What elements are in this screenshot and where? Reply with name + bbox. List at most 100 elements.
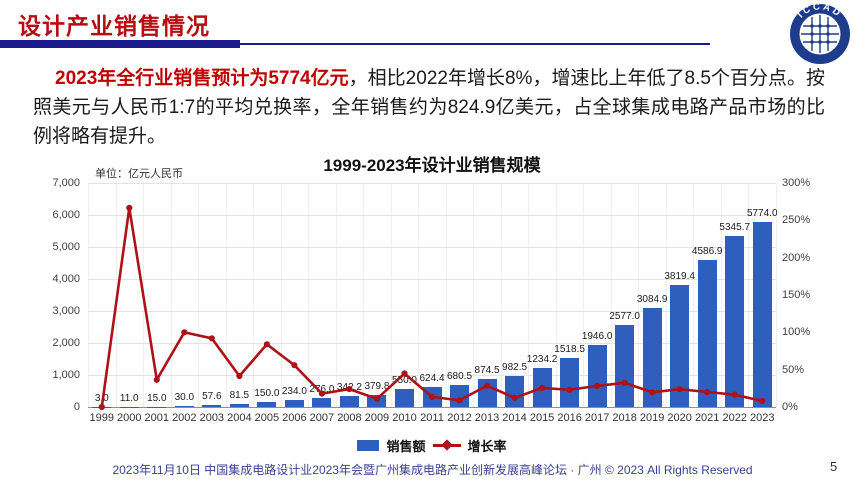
right-axis-tick: 300%	[782, 177, 811, 189]
diamond-marker-icon	[440, 439, 453, 451]
x-axis-tick: 2023	[749, 412, 775, 424]
gridline-vertical	[776, 183, 777, 407]
bar-value-label: 550.0	[391, 375, 417, 387]
bar-value-label: 3819.4	[664, 270, 695, 282]
gridline-vertical	[280, 183, 282, 407]
bar-value-label: 81.5	[229, 390, 250, 402]
gridline-horizontal	[88, 279, 776, 280]
x-axis-tick: 2005	[254, 412, 280, 424]
gridline-vertical	[445, 183, 447, 407]
gridline-horizontal	[88, 375, 776, 376]
gridline-vertical	[638, 183, 640, 407]
gridline-vertical	[225, 183, 227, 407]
left-axis-tick: 3,000	[52, 305, 80, 317]
right-axis-tick: 150%	[782, 289, 811, 301]
line-point-marker	[126, 204, 133, 211]
bar-2007	[312, 398, 332, 407]
line-point-marker	[153, 376, 160, 383]
x-axis-tick: 2003	[199, 412, 225, 424]
line-point-marker	[759, 397, 766, 405]
left-axis-tick: 7,000	[52, 177, 80, 189]
chart-unit-label: 单位：亿元人民币	[95, 168, 183, 180]
line-point-marker	[621, 379, 628, 386]
bar-2016	[560, 358, 580, 407]
bar-value-label: 15.0	[147, 392, 167, 404]
x-axis-tick: 2002	[172, 412, 197, 424]
gridline-vertical	[253, 183, 255, 407]
line-point-marker	[98, 403, 105, 411]
gridline-vertical	[528, 183, 530, 407]
bar-2020	[670, 284, 690, 407]
bar-2012	[450, 385, 470, 407]
x-axis-tick: 2022	[722, 412, 747, 424]
sales-legend-label: 销售额	[386, 439, 426, 454]
right-axis-tick: 250%	[782, 214, 811, 227]
chart-legend: 销售额 增长率	[88, 436, 776, 455]
gridline-horizontal	[88, 215, 776, 216]
x-axis-tick: 2021	[694, 412, 720, 424]
x-axis-tick: 2020	[667, 412, 692, 424]
x-axis-tick: 2001	[144, 412, 170, 424]
line-point-marker	[401, 370, 408, 377]
gridline-vertical	[610, 183, 612, 407]
gridline-vertical	[473, 183, 475, 407]
x-axis-tick: 2008	[337, 412, 362, 424]
x-axis-tick: 2011	[420, 412, 444, 424]
summary-paragraph: 2023年全行业销售预计为5774亿元，相比2022年增长8%，增速比上年低了8…	[33, 64, 825, 151]
bar-2013	[477, 379, 497, 407]
x-axis-tick: 2015	[529, 412, 555, 424]
gridline-vertical	[308, 183, 310, 407]
gridline-horizontal	[88, 407, 776, 408]
x-axis-tick: 2016	[557, 412, 582, 424]
bar-value-label: 5774.0	[746, 208, 778, 220]
line-point-marker	[649, 389, 656, 396]
growth-rate-line	[98, 204, 766, 411]
bar-value-label: 1946.0	[581, 330, 613, 342]
gridline-vertical	[335, 183, 337, 407]
bar-value-label: 5345.7	[719, 221, 751, 233]
line-point-marker	[594, 382, 601, 389]
x-axis-tick: 2000	[117, 412, 142, 424]
line-point-marker	[428, 393, 436, 400]
x-axis-tick: 2007	[309, 412, 335, 424]
right-axis-tick: 200%	[782, 251, 811, 264]
gridline-vertical	[720, 183, 722, 407]
growth-legend-marker	[432, 439, 461, 451]
bar-value-label: 150.0	[254, 388, 280, 400]
left-axis-tick: 5,000	[52, 241, 80, 253]
line-point-marker	[483, 382, 491, 389]
line-point-marker	[208, 335, 215, 342]
footer-text: 2023年11月10日 中国集成电路设计业2023年会暨广州集成电路产业创新发展…	[112, 463, 753, 477]
gridline-vertical	[390, 183, 392, 407]
x-axis-tick: 2004	[227, 412, 252, 424]
bar-2022	[725, 235, 745, 407]
bar-2002	[174, 406, 194, 407]
bar-2010	[394, 389, 414, 407]
bar-2023	[752, 222, 772, 407]
gridline-vertical	[555, 183, 557, 407]
gridline-vertical	[170, 183, 172, 407]
title-underline-thin	[240, 43, 710, 45]
gridline-vertical	[583, 183, 585, 407]
right-axis-tick: 0%	[782, 401, 798, 413]
x-axis-tick: 2014	[502, 412, 527, 424]
bar-2003	[202, 405, 222, 407]
gridline-horizontal	[88, 247, 776, 248]
left-axis-tick: 0	[73, 401, 80, 413]
gridline-vertical	[88, 183, 89, 407]
gridline-vertical	[198, 183, 200, 407]
gridline-vertical	[693, 183, 695, 407]
line-point-marker	[236, 372, 243, 380]
line-point-marker	[539, 384, 546, 391]
bar-2006	[284, 399, 304, 407]
x-axis-tick: 1999	[89, 412, 114, 424]
bar-2019	[642, 308, 662, 407]
left-axis-ticks: 0 1,000 2,000 3,000 4,000 5,000 6,000 7,000	[30, 177, 84, 413]
line-point-marker	[181, 329, 188, 336]
left-axis-tick: 1,000	[52, 369, 80, 381]
x-axis-tick: 2019	[639, 412, 665, 424]
bar-value-label: 276.0	[309, 384, 335, 396]
bar-2004	[229, 404, 249, 407]
bar-value-label: 2577.0	[609, 310, 640, 322]
sales-legend-swatch	[357, 440, 380, 451]
